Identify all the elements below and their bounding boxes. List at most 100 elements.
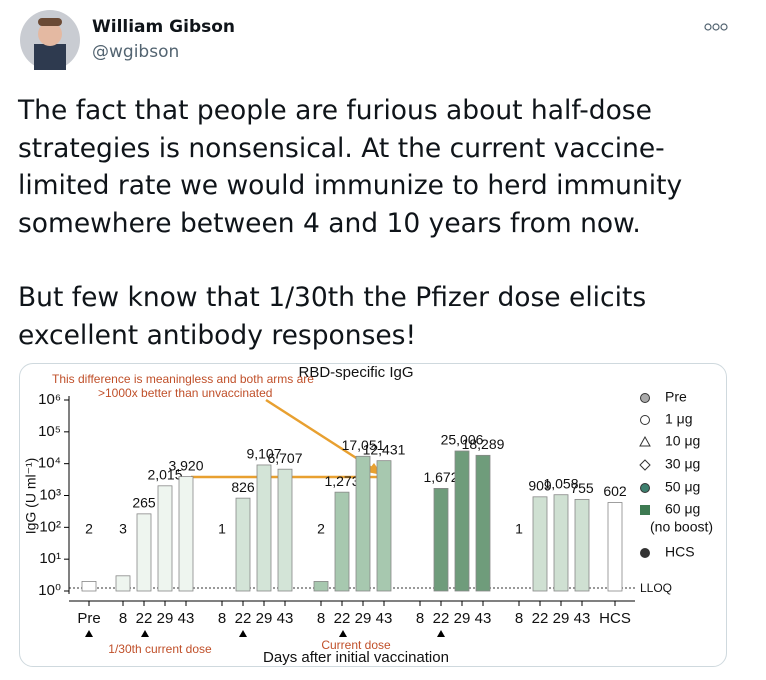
annotation: Current dose — [321, 638, 391, 652]
x-tick-label: 43 — [178, 610, 195, 627]
bar — [433, 487, 449, 592]
data-label: 2 — [85, 521, 93, 537]
data-label: 1,273 — [324, 473, 359, 489]
bar — [532, 496, 548, 592]
data-label: 9,107 — [246, 446, 281, 462]
tweet-text: The fact that people are furious about h… — [18, 92, 743, 354]
data-label: 3 — [119, 521, 127, 537]
legend-marker — [639, 459, 651, 471]
data-label: 18,289 — [462, 436, 505, 452]
more-button[interactable] — [704, 22, 728, 32]
data-label: 909 — [528, 478, 552, 494]
x-tick-label: 29 — [553, 610, 570, 627]
x-tick-label: 8 — [119, 610, 127, 627]
data-label: 2,015 — [147, 467, 182, 483]
data-label: 755 — [570, 480, 594, 496]
x-tick-label: 29 — [256, 610, 273, 627]
y-tick-label: 10⁵ — [38, 423, 61, 440]
x-tick-label: 8 — [317, 610, 325, 627]
legend-label: 10 μg — [665, 433, 700, 449]
x-tick-label: 29 — [157, 610, 174, 627]
bar — [355, 455, 371, 592]
x-tick-label: 43 — [277, 610, 294, 627]
bar — [376, 460, 392, 592]
data-label: 12,431 — [363, 441, 406, 457]
legend-label: 50 μg — [665, 479, 700, 495]
x-tick-label: 22 — [433, 610, 450, 627]
dose-markers — [85, 630, 445, 637]
bar — [454, 450, 470, 592]
data-label: 17,051 — [342, 437, 385, 453]
x-tick-label: 43 — [376, 610, 393, 627]
x-tick-label: 29 — [355, 610, 372, 627]
bar — [553, 494, 569, 592]
bar — [81, 581, 97, 592]
x-axis-label: Days after initial vaccination — [263, 649, 449, 666]
bar — [277, 468, 293, 592]
x-tick-label: 8 — [515, 610, 523, 627]
x-tick-label: 43 — [475, 610, 492, 627]
chart-title: RBD-specific IgG — [298, 364, 413, 381]
data-label: 25,006 — [441, 432, 484, 448]
bar — [115, 575, 131, 592]
x-tick-label: 22 — [532, 610, 549, 627]
x-tick-label: 22 — [334, 610, 351, 627]
y-tick-label: 10² — [39, 518, 61, 535]
bar — [178, 476, 194, 592]
x-tick-label: HCS — [599, 610, 631, 627]
y-tick-label: 10¹ — [39, 550, 61, 567]
legend-marker — [640, 548, 650, 558]
x-tick-label: 29 — [454, 610, 471, 627]
data-label: 1,672 — [423, 469, 458, 485]
lloq-label: LLOQ — [640, 581, 672, 595]
author-handle[interactable]: @wgibson — [92, 42, 180, 62]
paragraph: But few know that 1/30th the Pfizer dose… — [18, 282, 647, 351]
paragraph: The fact that people are furious about h… — [18, 95, 683, 239]
y-tick-label: 10⁰ — [38, 582, 61, 599]
media[interactable]: RBD-specific IgG This difference is mean… — [19, 363, 727, 667]
legend-marker — [640, 393, 650, 403]
avatar[interactable] — [20, 10, 80, 70]
author-name[interactable]: William Gibson — [92, 17, 236, 37]
y-axis-label: IgG (U ml⁻¹) — [23, 458, 39, 535]
y-tick-label: 10³ — [39, 486, 61, 503]
data-label: 2 — [317, 521, 325, 537]
data-label: 1 — [515, 521, 523, 537]
data-label: 6,707 — [267, 450, 302, 466]
x-tick-label: 8 — [218, 610, 226, 627]
legend-label: 60 μg — [665, 501, 700, 517]
x-tick-label: 22 — [235, 610, 252, 627]
data-label: 602 — [603, 483, 627, 499]
legend-label: HCS — [665, 544, 695, 560]
bar — [313, 581, 329, 592]
bar — [607, 502, 623, 592]
legend-marker — [640, 415, 650, 425]
x-tick-label: Pre — [77, 610, 100, 627]
legend-marker — [639, 435, 651, 447]
y-tick-label: 10⁶ — [38, 391, 61, 408]
bar — [574, 498, 590, 592]
bar — [136, 513, 152, 592]
data-label: 1,058 — [543, 475, 578, 491]
chart: RBD-specific IgG This difference is mean… — [23, 364, 713, 666]
annotation: >1000x better than unvaccinated — [98, 386, 272, 400]
legend-note: (no boost) — [650, 519, 713, 535]
legend-label: Pre — [665, 389, 687, 405]
bar — [475, 454, 491, 592]
data-label: 826 — [231, 479, 255, 495]
x-tick-label: 43 — [574, 610, 591, 627]
y-tick-label: 10⁴ — [38, 455, 61, 472]
x-tick-label: 8 — [416, 610, 424, 627]
legend-marker — [640, 505, 650, 515]
bar — [235, 497, 251, 592]
annotation: This difference is meaningless and both … — [52, 372, 314, 386]
data-label: 1 — [218, 521, 226, 537]
legend-label: 30 μg — [665, 456, 700, 472]
data-label: 3,920 — [168, 457, 203, 473]
annotation: 1/30th current dose — [108, 642, 212, 656]
data-label: 265 — [132, 495, 156, 511]
bar — [256, 464, 272, 592]
bar — [334, 491, 350, 592]
legend-marker — [640, 483, 650, 493]
